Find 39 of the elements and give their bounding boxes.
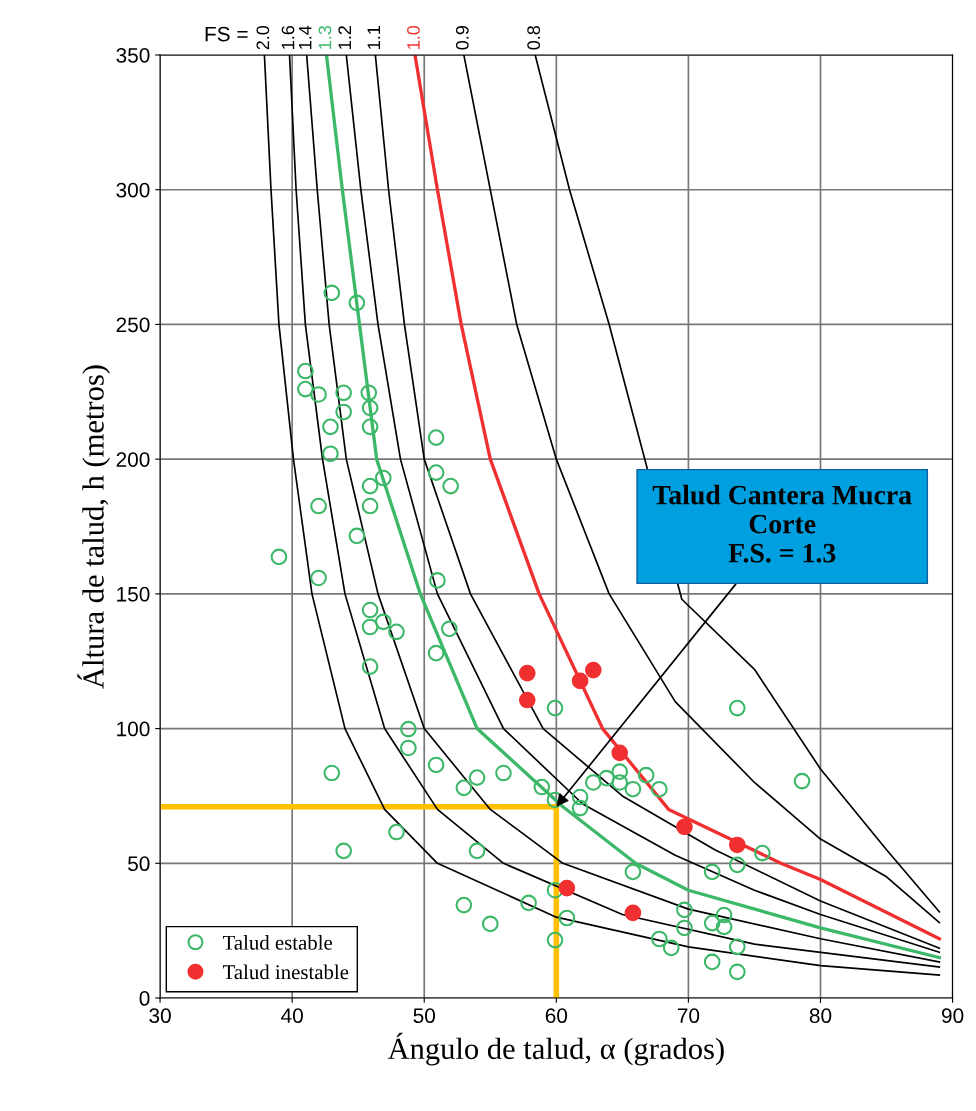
- y-tick-label: 350: [116, 48, 150, 63]
- text: 1.2: [338, 26, 351, 49]
- x-tick-label: 30: [149, 1008, 171, 1024]
- y-tick-label: 0: [139, 991, 150, 1006]
- y-axis-title: Áltura de talud, h (metros): [77, 365, 111, 689]
- y-tick-label: 200: [116, 452, 150, 467]
- text: FS =: [205, 26, 248, 42]
- text: 0.9: [455, 26, 469, 50]
- y-tick-label: 50: [128, 856, 150, 872]
- text: 1.1: [367, 26, 381, 49]
- y-tick-label: 150: [117, 586, 150, 602]
- point: [518, 691, 536, 709]
- point: [624, 904, 642, 922]
- point: [584, 661, 602, 679]
- point: [676, 818, 693, 836]
- legend-label: Talud inestable: [222, 964, 349, 980]
- x-tick-label: 80: [809, 1008, 832, 1024]
- point: [571, 672, 589, 690]
- x-tick-label: 40: [281, 1008, 303, 1024]
- point: [558, 879, 576, 897]
- point: [728, 836, 746, 854]
- text: 1.0: [407, 25, 420, 49]
- y-tick-label: 300: [116, 182, 150, 198]
- legend-label: Talud estable: [222, 935, 333, 950]
- text: 1.3: [318, 25, 332, 49]
- point: [611, 744, 629, 762]
- y-tick-label: 250: [116, 317, 150, 333]
- text: 1.6: [281, 25, 295, 49]
- text: 0.8: [527, 25, 541, 50]
- x-axis-title: Ángulo de talud, α (grados): [387, 1032, 724, 1066]
- y-tick-label: 100: [117, 721, 150, 737]
- text: 2.0: [256, 25, 270, 50]
- point: [518, 664, 536, 682]
- x-tick-label: 60: [545, 1008, 568, 1024]
- text: 1.4: [298, 25, 312, 49]
- x-tick-label: 90: [941, 1008, 964, 1024]
- x-tick-label: 70: [677, 1008, 700, 1024]
- annotation: Talud Cantera Mucra Corte F.S. = 1.3: [652, 484, 912, 563]
- x-tick-label: 50: [413, 1008, 436, 1024]
